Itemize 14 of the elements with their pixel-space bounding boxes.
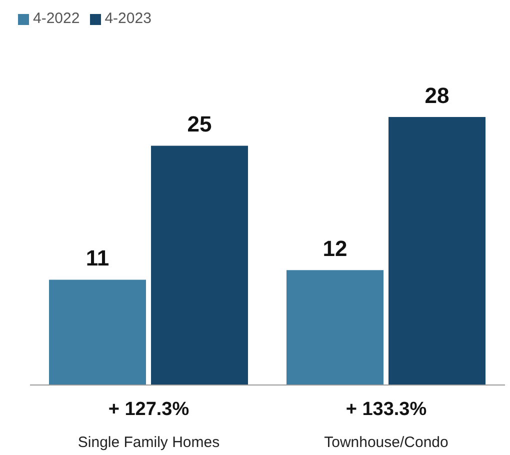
bar bbox=[388, 117, 486, 385]
legend-label: 4-2022 bbox=[33, 10, 80, 27]
text: + 127.3% bbox=[108, 399, 190, 420]
bar bbox=[49, 280, 146, 385]
legend-label: 4-2023 bbox=[104, 10, 152, 27]
x-tick-label: Townhouse/Condo bbox=[324, 434, 448, 451]
x-tick-label: Single Family Homes bbox=[78, 434, 220, 451]
data-label: 11 bbox=[86, 246, 110, 271]
data-label: 12 bbox=[322, 236, 348, 262]
text: + 133.3% bbox=[346, 399, 427, 420]
bar bbox=[286, 270, 384, 385]
data-label: 28 bbox=[424, 83, 450, 108]
bar bbox=[151, 146, 248, 385]
data-label: 25 bbox=[187, 112, 212, 137]
